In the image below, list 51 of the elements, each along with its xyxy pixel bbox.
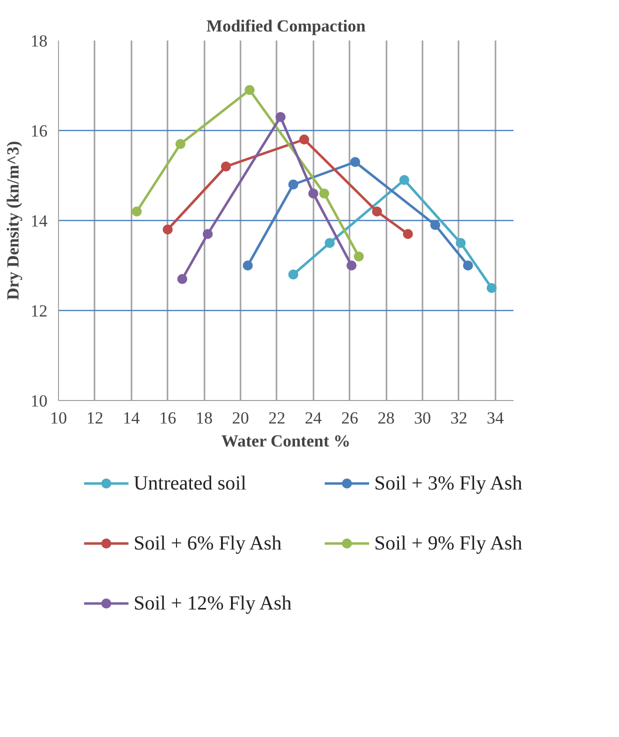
point (288, 270, 298, 280)
chart-title: Modified Compaction (206, 16, 366, 36)
x-tick-label: 34 (486, 408, 504, 428)
point (399, 175, 410, 185)
y-tick-label: 16 (30, 122, 48, 140)
point (220, 162, 231, 172)
point (162, 224, 173, 234)
x-tick-label: 14 (122, 408, 140, 428)
point (324, 238, 335, 248)
x-tick-label: 18 (196, 408, 213, 428)
point (463, 260, 473, 270)
y-tick-label: 18 (30, 32, 48, 50)
point (456, 238, 466, 248)
point (175, 139, 186, 149)
x-tick-label: 26 (341, 408, 358, 428)
point (132, 206, 142, 216)
x-tick-label: 20 (232, 408, 249, 428)
point (299, 134, 310, 144)
point (402, 229, 413, 239)
x-tick-label: 30 (414, 408, 431, 428)
x-tick-label: 10 (50, 408, 67, 428)
legend-label: Soil + 9% Fly Ash (374, 532, 522, 554)
legend-label: Untreated soil (134, 472, 247, 494)
point (242, 260, 253, 270)
point (372, 206, 382, 216)
y-tick-label: 12 (30, 302, 48, 320)
y-tick-label: 14 (30, 212, 48, 230)
x-tick-label: 12 (86, 408, 104, 428)
x-tick-label: 28 (378, 408, 395, 428)
x-tick-label: 22 (268, 408, 286, 428)
point (308, 188, 318, 198)
point (486, 283, 497, 293)
point (430, 220, 440, 230)
x-tick-label: 24 (304, 408, 322, 428)
point (319, 188, 330, 198)
point (276, 112, 286, 122)
point (350, 157, 360, 167)
point (354, 252, 364, 262)
x-tick-label: 16 (159, 408, 176, 428)
legend-label: Soil + 12% Fly Ash (134, 592, 292, 614)
legend-label: Soil + 6% Fly Ash (134, 532, 282, 554)
x-tick-label: 32 (450, 408, 468, 428)
y-tick-label: 10 (30, 392, 48, 410)
point (244, 85, 255, 95)
point (202, 229, 213, 239)
point (288, 180, 298, 190)
point (177, 274, 188, 284)
point (346, 260, 357, 270)
legend-label: Soil + 3% Fly Ash (374, 472, 522, 494)
y-axis-title: Dry Density (kn/m^3) (4, 140, 22, 300)
x-axis-title: Water Content % (221, 432, 350, 450)
